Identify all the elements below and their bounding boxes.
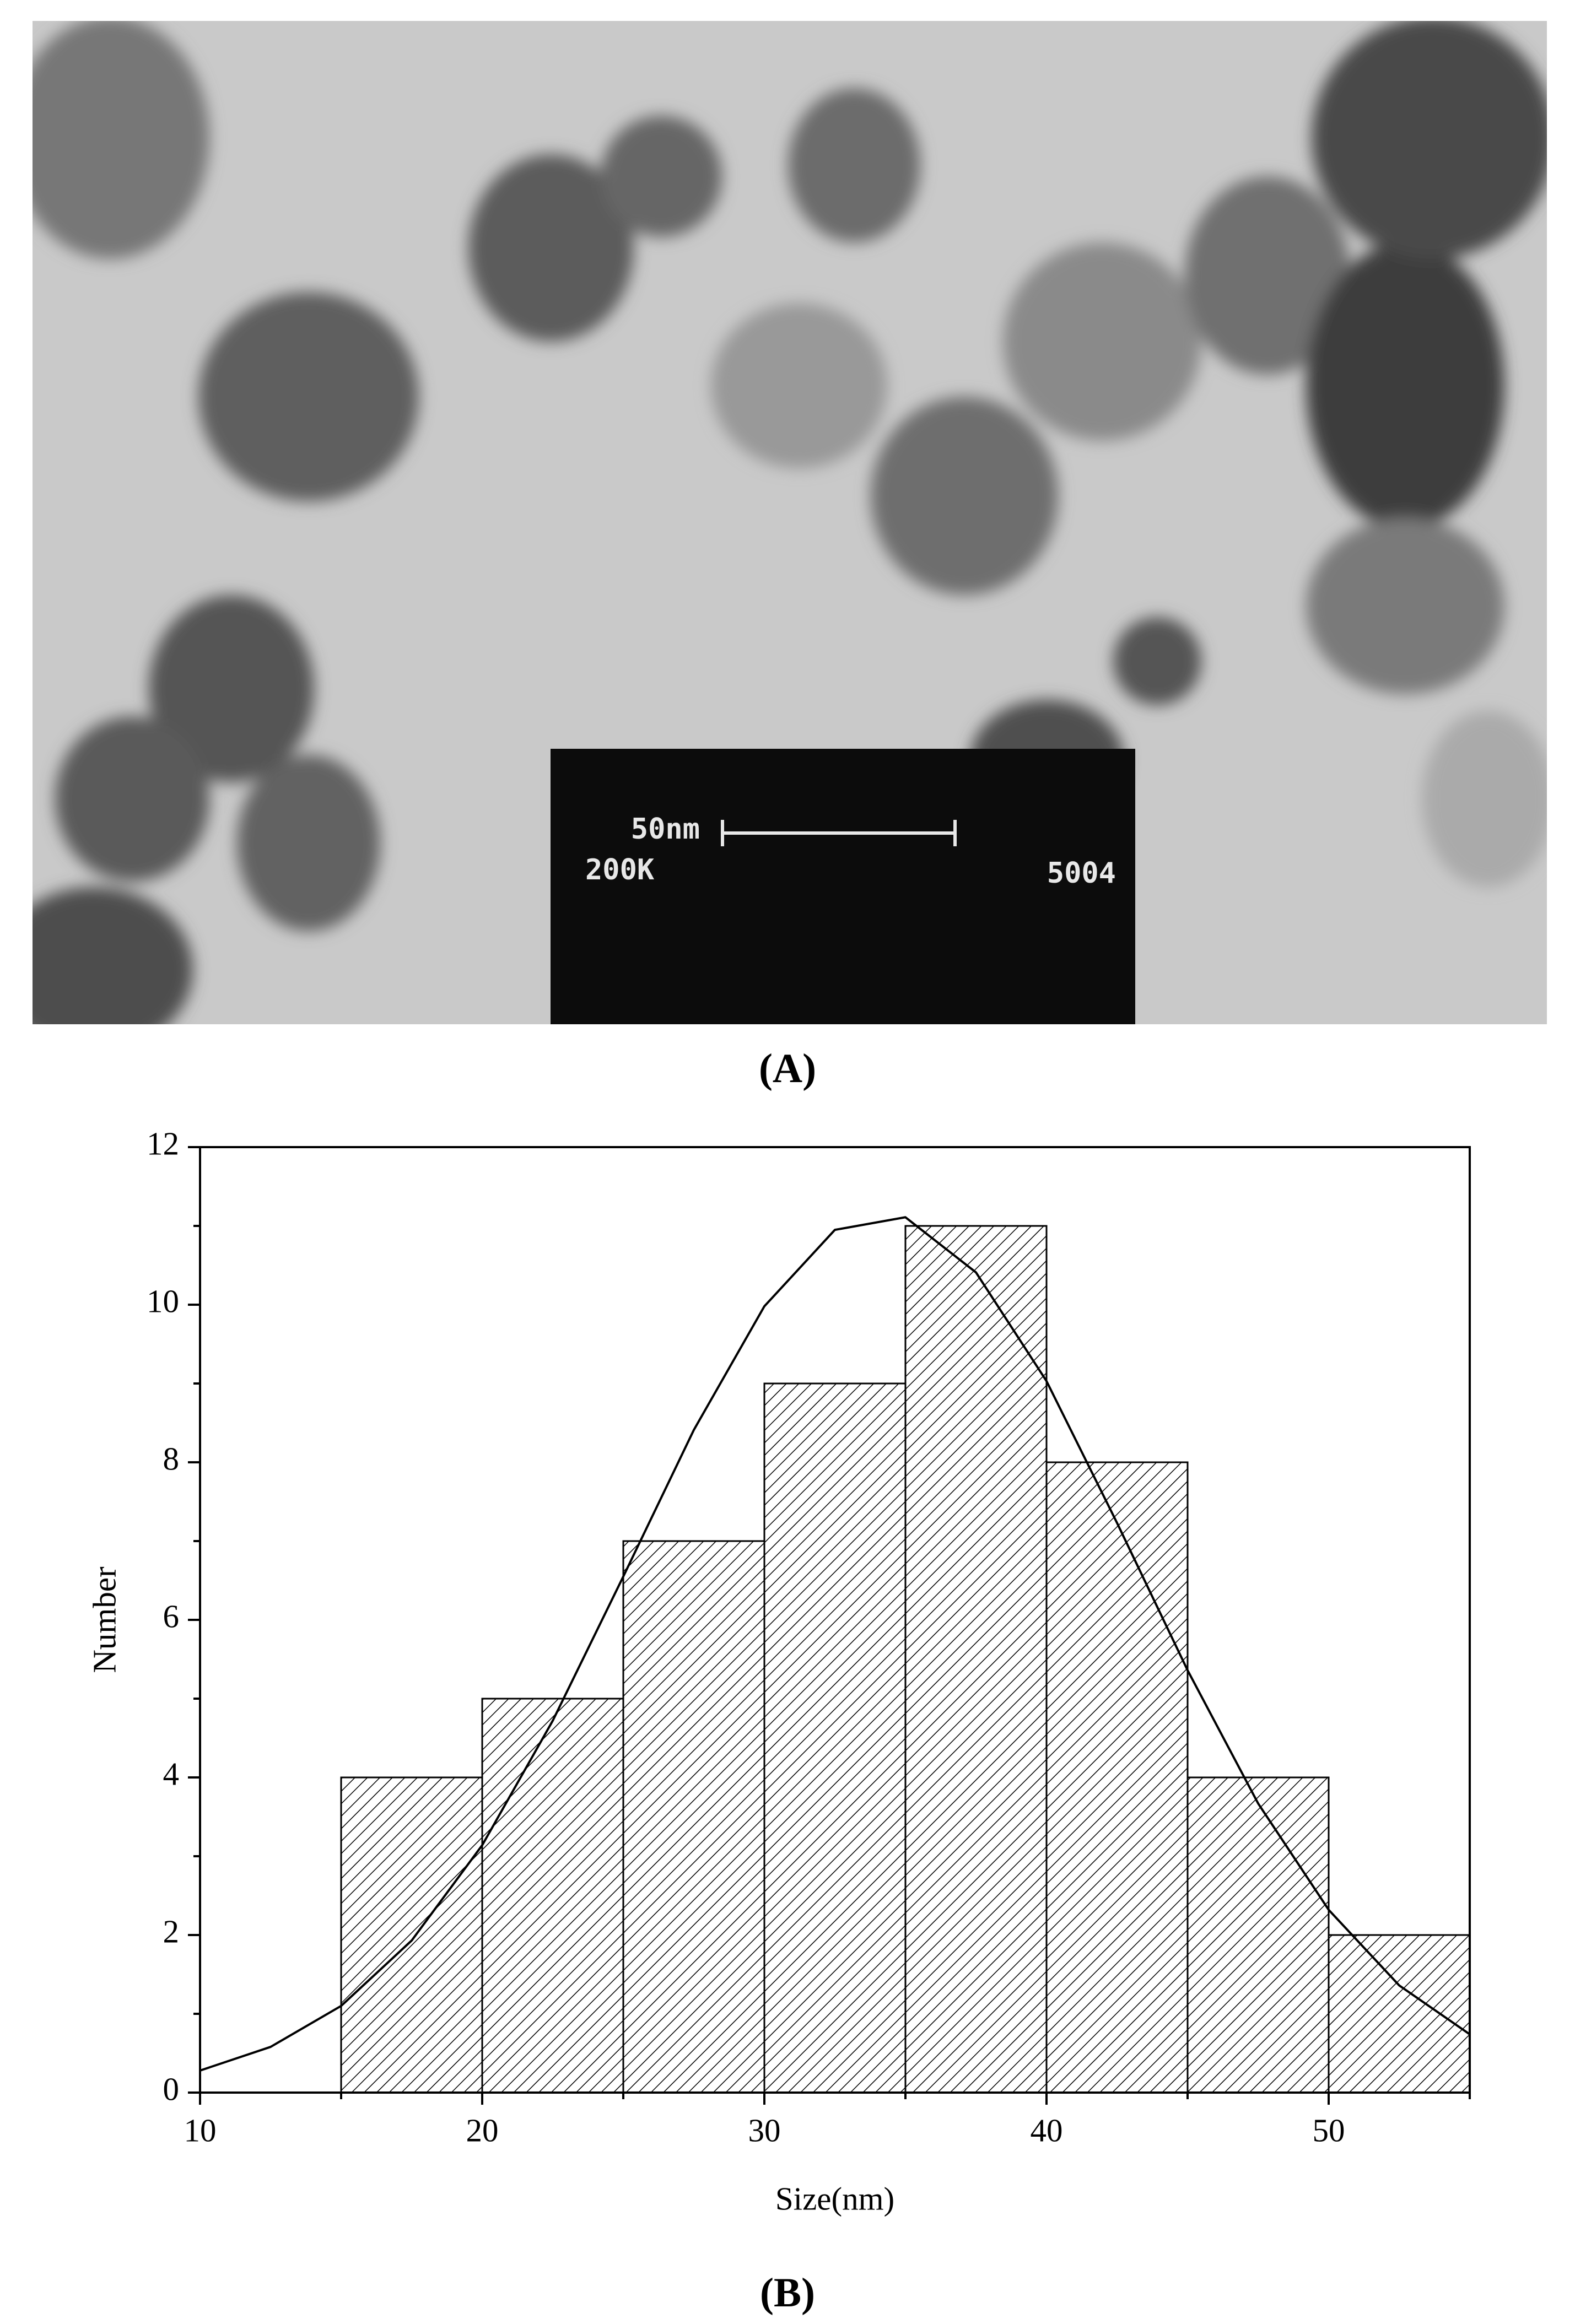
x-tick-label: 50 [1313,2112,1345,2149]
bar [904,1225,1048,2094]
y-tick-label: 6 [163,1598,180,1635]
x-tick-label: 40 [1031,2112,1063,2149]
x-axis-label: Size(nm) [775,2181,894,2217]
bar [1045,1461,1189,2094]
bar [763,1382,907,2094]
tem-image: 50nm 200K 5004 [33,21,1547,1024]
bar [1186,1776,1330,2094]
image-number: 5004 [1047,857,1116,890]
bar [481,1698,624,2094]
y-tick-label: 12 [147,1126,179,1162]
y-tick-label: 2 [163,1914,180,1950]
bar [622,1540,765,2094]
y-axis-label: Number [87,1566,123,1673]
bar [1328,1934,1471,2094]
bar [340,1776,483,2094]
panel-label: (A) [759,1046,816,1091]
x-tick-label: 30 [748,2112,781,2149]
fit-curve [199,1216,1471,2072]
y-tick-label: 4 [163,1756,180,1792]
scale-bar-label: 50nm [631,813,700,846]
y-tick-label: 8 [163,1441,180,1477]
x-tick-label: 20 [466,2112,499,2149]
y-tick-label: 10 [147,1283,179,1320]
y-tick-label: 0 [163,2071,180,2107]
magnification: 200K [585,853,655,887]
panel-label: (B) [760,2270,815,2316]
x-tick-label: 10 [184,2112,217,2149]
